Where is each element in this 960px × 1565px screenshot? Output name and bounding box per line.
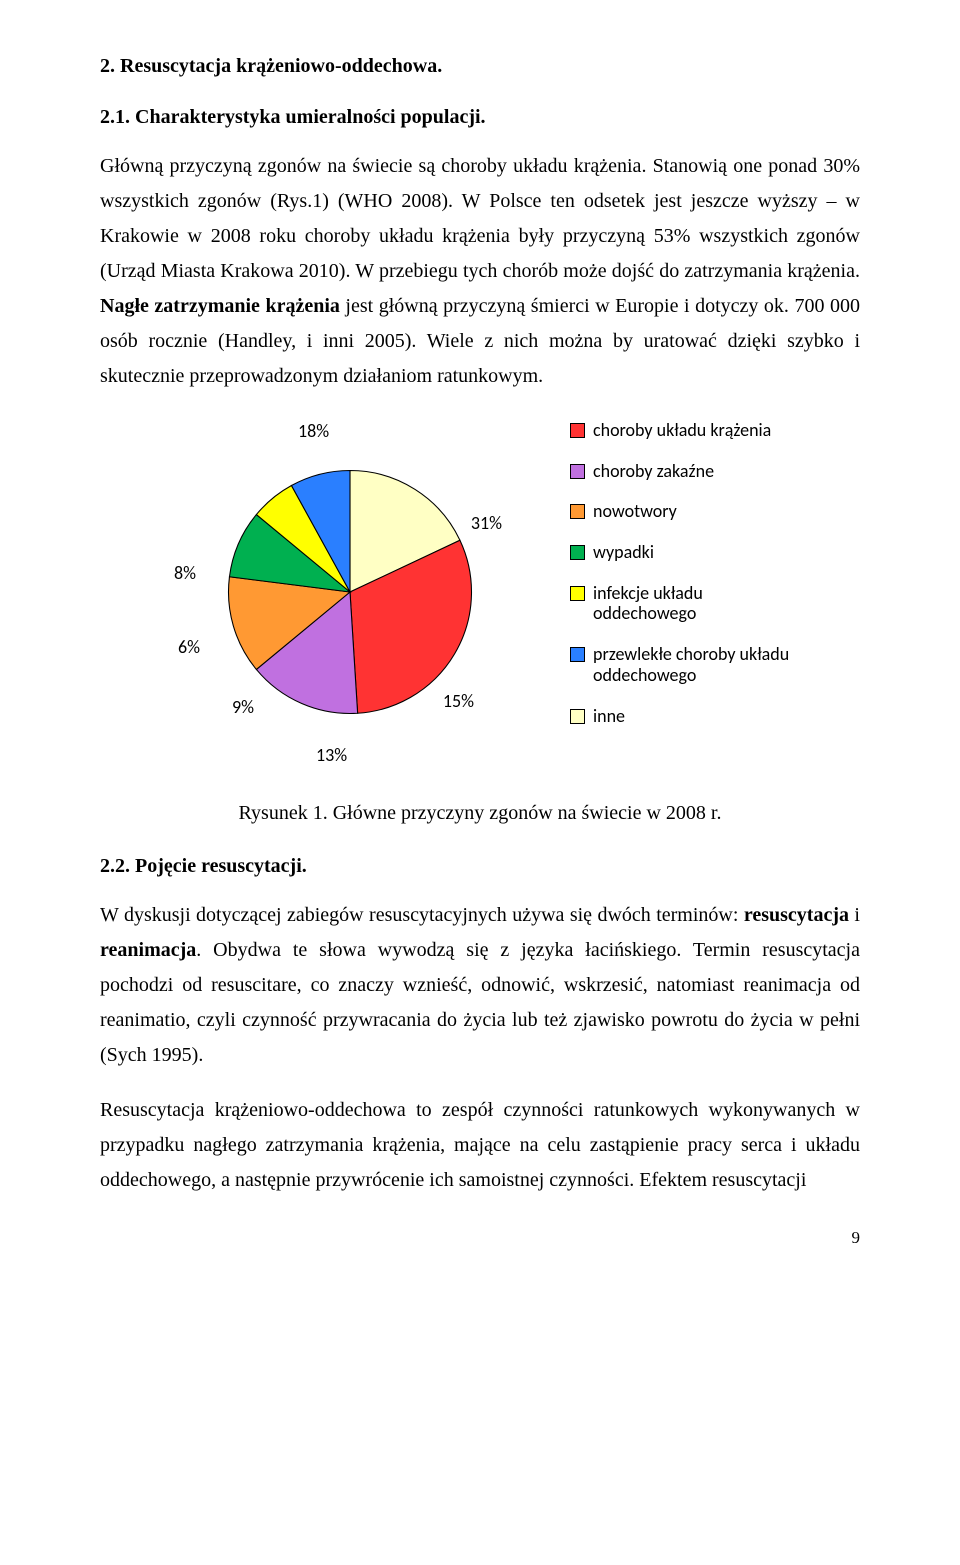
- legend-item: inne: [570, 706, 790, 727]
- legend-label: inne: [593, 706, 625, 727]
- legend-swatch: [570, 464, 585, 479]
- heading-section-2-2: 2.2. Pojęcie resuscytacji.: [100, 855, 860, 878]
- paragraph-2-bold-2: reanimacja: [100, 939, 196, 961]
- legend-swatch: [570, 504, 585, 519]
- legend-label: choroby zakaźne: [593, 461, 714, 482]
- legend-item: wypadki: [570, 542, 790, 563]
- heading-section-2-1: 2.1. Charakterystyka umieralności popula…: [100, 106, 860, 129]
- paragraph-1-bold: Nagłe zatrzymanie krążenia: [100, 295, 340, 317]
- pie-label-13: 13%: [316, 744, 347, 766]
- pie-label-15: 15%: [443, 690, 474, 712]
- pie-chart-svg: [170, 412, 530, 772]
- legend-item: choroby zakaźne: [570, 461, 790, 482]
- paragraph-1: Główną przyczyną zgonów na świecie są ch…: [100, 149, 860, 394]
- legend-item: choroby układu krążenia: [570, 420, 790, 441]
- legend-swatch: [570, 545, 585, 560]
- paragraph-2-span-c: i: [849, 904, 860, 926]
- legend-label: choroby układu krążenia: [593, 420, 771, 441]
- legend-swatch: [570, 709, 585, 724]
- chart-row: 18% 31% 8% 6% 9% 13% 15% choroby układu …: [170, 412, 790, 772]
- legend-label: nowotwory: [593, 501, 677, 522]
- pie-label-31: 31%: [471, 512, 502, 534]
- heading-section-2: 2. Resuscytacja krążeniowo-oddechowa.: [100, 55, 860, 78]
- legend-swatch: [570, 586, 585, 601]
- paragraph-2-span-e: . Obydwa te słowa wywodzą się z języka ł…: [100, 939, 860, 1066]
- page: 2. Resuscytacja krążeniowo-oddechowa. 2.…: [0, 0, 960, 1288]
- paragraph-2-bold-1: resuscytacja: [744, 904, 849, 926]
- legend-label: wypadki: [593, 542, 654, 563]
- chart-caption: Rysunek 1. Główne przyczyny zgonów na św…: [100, 802, 860, 825]
- legend-item: nowotwory: [570, 501, 790, 522]
- page-number: 9: [100, 1228, 860, 1248]
- legend-swatch: [570, 647, 585, 662]
- legend-label: przewlekłe choroby układu oddechowego: [593, 644, 790, 685]
- pie-label-9: 9%: [232, 696, 254, 718]
- pie-wrap: 18% 31% 8% 6% 9% 13% 15%: [170, 412, 530, 772]
- paragraph-3: Resuscytacja krążeniowo-oddechowa to zes…: [100, 1093, 860, 1198]
- legend-label: infekcje układu oddechowego: [593, 583, 790, 624]
- legend-swatch: [570, 423, 585, 438]
- pie-label-6: 6%: [178, 636, 200, 658]
- legend-item: infekcje układu oddechowego: [570, 583, 790, 624]
- paragraph-1-span-a: Główną przyczyną zgonów na świecie są ch…: [100, 155, 860, 282]
- chart-block: 18% 31% 8% 6% 9% 13% 15% choroby układu …: [100, 412, 860, 772]
- pie-label-8: 8%: [174, 562, 196, 584]
- pie-label-18: 18%: [298, 420, 329, 442]
- legend-item: przewlekłe choroby układu oddechowego: [570, 644, 790, 685]
- paragraph-2-span-a: W dyskusji dotyczącej zabiegów resuscyta…: [100, 904, 744, 926]
- paragraph-2: W dyskusji dotyczącej zabiegów resuscyta…: [100, 898, 860, 1073]
- chart-legend: choroby układu krążenia choroby zakaźne no…: [570, 412, 790, 746]
